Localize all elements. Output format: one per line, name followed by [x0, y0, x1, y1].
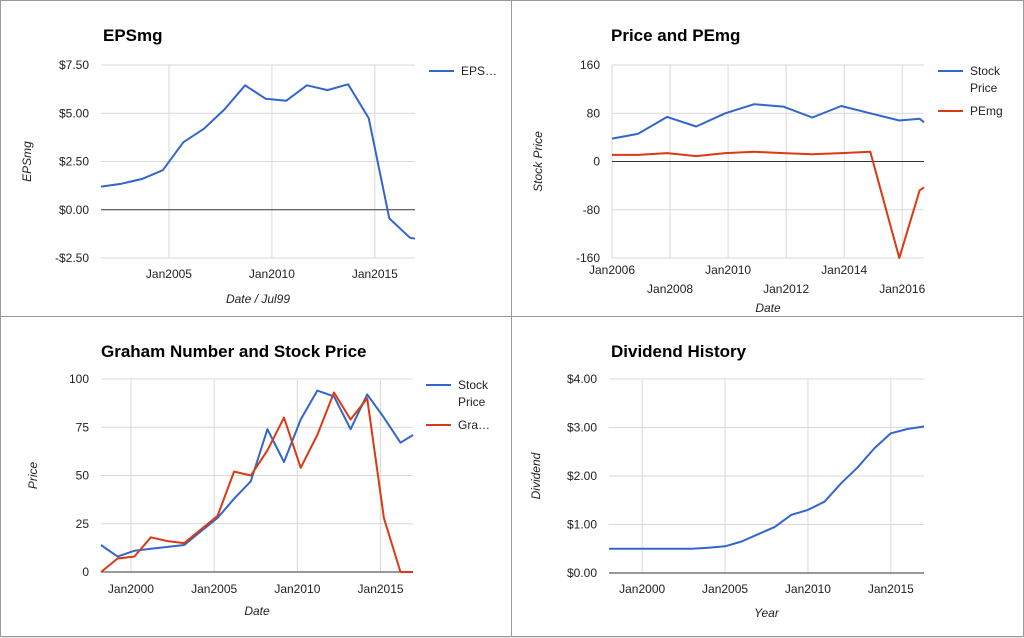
- y-tick-label: 0: [593, 155, 600, 169]
- x-tick-label: Jan2005: [191, 582, 237, 596]
- y-tick-label: 50: [76, 469, 90, 483]
- y-tick-label: -$2.50: [55, 251, 89, 265]
- y-tick-label: $0.00: [59, 203, 89, 217]
- x-axis-label: Date / Jul99: [226, 292, 290, 306]
- legend-label: EPS…: [461, 64, 497, 78]
- legend-label: Stock: [970, 64, 1001, 78]
- eps-chart: EPSmg $7.50 $5.00 $2.50 $0.00 -$2.50 Jan2005 Ja…: [20, 26, 497, 306]
- series-line: [611, 103, 925, 140]
- legend-label: Price: [970, 81, 998, 95]
- y-tick-label: $7.50: [59, 58, 89, 72]
- dividend-chart-panel: Dividend History $4.00 $3.00 $2.00 $1.00 $0.0…: [511, 316, 1024, 637]
- y-tick-label: 75: [76, 420, 90, 434]
- chart-title: Price and PEmg: [611, 26, 740, 45]
- y-tick-label: 160: [580, 58, 600, 72]
- graham-chart: Graham Number and Stock Price 100 75 50 25 0 J…: [26, 342, 490, 618]
- chart-title: EPSmg: [103, 26, 163, 45]
- price-pe-chart-panel: Price and PEmg 160 80 0 -80 -160 Jan2006 Jan200…: [511, 0, 1024, 319]
- y-tick-label: $0.00: [567, 566, 597, 580]
- x-tick-label: Jan2006: [589, 263, 635, 277]
- series-line: [609, 425, 925, 550]
- series-line: [612, 150, 925, 259]
- x-tick-label: Jan2000: [108, 582, 154, 596]
- series-line: [100, 391, 413, 573]
- y-tick-label: 80: [587, 106, 601, 120]
- chart-title: Graham Number and Stock Price: [101, 342, 366, 361]
- x-axis-label: Date: [755, 301, 781, 315]
- eps-chart-panel: EPSmg $7.50 $5.00 $2.50 $0.00 -$2.50 Jan2005 Ja…: [0, 0, 512, 319]
- graham-chart-panel: Graham Number and Stock Price 100 75 50 25 0 J…: [0, 316, 512, 637]
- dividend-chart: Dividend History $4.00 $3.00 $2.00 $1.00 $0.0…: [529, 342, 925, 620]
- y-axis-label: Stock Price: [531, 131, 545, 192]
- x-tick-label: Jan2010: [705, 263, 751, 277]
- x-tick-label: Jan2015: [358, 582, 404, 596]
- y-tick-label: -160: [576, 251, 600, 265]
- y-axis-label: Dividend: [529, 452, 543, 499]
- legend-label: PEmg: [970, 104, 1003, 118]
- series-line: [100, 389, 414, 558]
- legend-label: Price: [458, 395, 486, 409]
- y-tick-label: $3.00: [567, 421, 597, 435]
- x-tick-label: Jan2015: [352, 267, 398, 281]
- x-tick-label: Jan2000: [619, 582, 665, 596]
- x-tick-label: Jan2010: [274, 582, 320, 596]
- x-axis-label: Year: [754, 606, 780, 620]
- x-axis-label: Date: [244, 604, 270, 618]
- y-tick-label: $5.00: [59, 106, 89, 120]
- y-axis-label: Price: [26, 462, 40, 490]
- x-tick-label: Jan2014: [821, 263, 867, 277]
- x-tick-label: Jan2010: [785, 582, 831, 596]
- x-tick-label: Jan2015: [868, 582, 914, 596]
- legend-label: Stock: [458, 378, 489, 392]
- y-tick-label: $2.50: [59, 155, 89, 169]
- y-tick-label: 0: [82, 565, 89, 579]
- x-tick-label: Jan2005: [146, 267, 192, 281]
- y-tick-label: 25: [76, 517, 90, 531]
- x-tick-label: Jan2016: [879, 282, 925, 296]
- legend-label: Gra…: [458, 418, 490, 432]
- y-axis-label: EPSmg: [20, 141, 34, 182]
- y-tick-label: $1.00: [567, 518, 597, 532]
- series-line: [100, 83, 416, 240]
- x-tick-label: Jan2012: [763, 282, 809, 296]
- y-tick-label: 100: [69, 372, 89, 386]
- x-tick-label: Jan2008: [647, 282, 693, 296]
- y-tick-label: -80: [583, 203, 601, 217]
- x-tick-label: Jan2010: [249, 267, 295, 281]
- x-tick-label: Jan2005: [702, 582, 748, 596]
- y-tick-label: $4.00: [567, 372, 597, 386]
- y-tick-label: $2.00: [567, 469, 597, 483]
- chart-title: Dividend History: [611, 342, 747, 361]
